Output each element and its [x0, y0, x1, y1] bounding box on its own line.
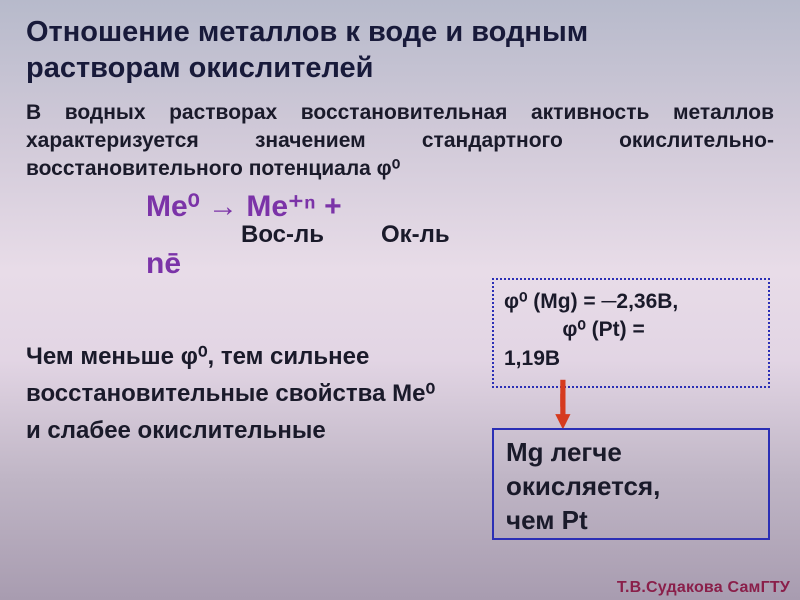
potential-pt-part2: 1,19В — [504, 347, 560, 370]
author-credit: Т.В.Судакова СамГТУ — [617, 579, 790, 597]
equation-line1: Me⁰ → Me⁺ⁿ + — [26, 190, 774, 223]
label-reducer: Вос-ль — [241, 221, 324, 249]
title-line2: растворам окислителей — [26, 52, 373, 84]
conclusion-line2: окисляется, — [506, 471, 660, 501]
slide-title: Отношение металлов к воде и водным раств… — [0, 0, 800, 95]
equation-labels: Вос-ль Ок-ль — [26, 221, 774, 251]
conclusion-line3: чем Pt — [506, 505, 588, 535]
label-oxidizer: Ок-ль — [381, 221, 450, 249]
title-line1: Отношение металлов к воде и водным — [26, 16, 588, 48]
equation-block: Me⁰ → Me⁺ⁿ + Вос-ль Ок-ль nē — [0, 184, 800, 281]
equation-ne: nē — [26, 247, 774, 281]
conclusion-line1: Mg легче — [506, 437, 622, 467]
down-arrow-icon: ❙ ❙ ▼ — [550, 384, 576, 427]
potentials-box: φ⁰ (Mg) = ─2,36В, φ⁰ (Pt) = 1,19В — [492, 278, 770, 388]
potential-pt-part1: φ⁰ (Pt) = — [504, 318, 645, 341]
potential-mg: φ⁰ (Mg) = ─2,36В, — [504, 290, 678, 313]
conclusion-box: Mg легче окисляется, чем Pt — [492, 428, 770, 540]
intro-paragraph: В водных растворах восстановительная акт… — [0, 95, 800, 184]
explanation-text: Чем меньше φ⁰, тем сильнее восстановител… — [26, 338, 456, 450]
intro-text: В водных растворах восстановительная акт… — [26, 101, 774, 181]
